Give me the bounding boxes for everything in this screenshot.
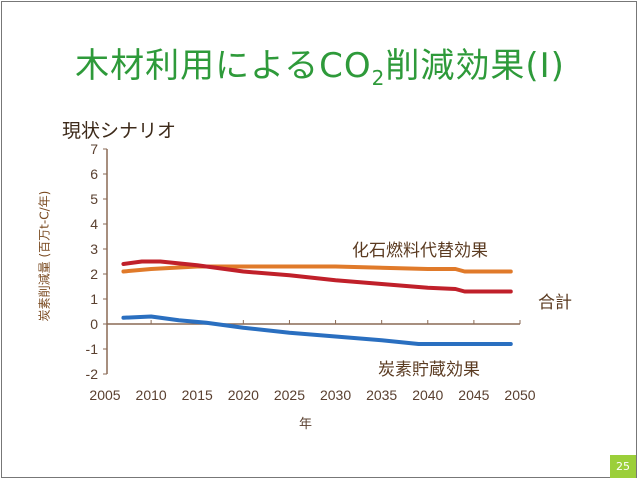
series-label-fossil: 化石燃料代替効果	[352, 241, 488, 261]
y-tick-label: 0	[90, 316, 98, 332]
y-tick-label: 1	[90, 291, 98, 307]
x-tick-label: 2010	[136, 387, 167, 403]
y-tick-label: 3	[90, 241, 98, 257]
slide-title: 木材利用によるCO2削減効果(I)	[0, 38, 640, 90]
y-tick-label: 2	[90, 266, 98, 282]
y-tick-label: 4	[90, 216, 98, 232]
x-tick-label: 2020	[228, 387, 259, 403]
title-suffix: 削減効果(I)	[385, 46, 565, 86]
y-tick-label: 5	[90, 191, 98, 207]
series-label-storage: 炭素貯蔵効果	[378, 360, 480, 380]
title-co: CO	[319, 46, 372, 86]
title-text: 木材利用による	[75, 46, 320, 86]
x-tick-label: 2030	[320, 387, 351, 403]
series-line-2	[121, 314, 513, 346]
y-tick-label: 7	[90, 141, 98, 157]
x-tick-label: 2040	[412, 387, 443, 403]
x-tick-label: 2005	[89, 387, 120, 403]
page-number: 25	[610, 455, 636, 478]
title-subscript: 2	[371, 65, 386, 90]
series-label-total: 合計	[538, 293, 572, 313]
y-tick-label: -2	[86, 366, 99, 382]
series-line-1	[121, 259, 513, 294]
y-tick-label: 6	[90, 166, 98, 182]
x-tick-label: 2025	[274, 387, 305, 403]
x-tick-label: 2045	[458, 387, 489, 403]
x-tick-label: 2050	[504, 387, 535, 403]
x-axis-label: 年	[299, 417, 313, 432]
series-line-0	[121, 264, 513, 274]
scenario-label: 現状シナリオ	[62, 120, 177, 142]
x-tick-label: 2035	[366, 387, 397, 403]
x-tick-label: 2015	[182, 387, 213, 403]
y-tick-label: -1	[86, 341, 99, 357]
